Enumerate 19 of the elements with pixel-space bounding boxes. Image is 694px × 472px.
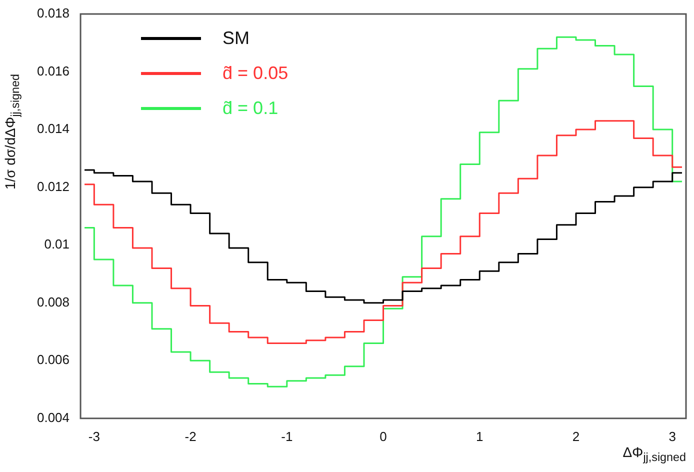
x-tick-label: -3 [88, 428, 100, 444]
x-tick-label: 1 [476, 428, 484, 444]
y-tick-label: 0.016 [36, 63, 70, 78]
legend-label: SM [222, 28, 250, 49]
x-tick-label: 2 [572, 428, 580, 444]
x-tick-label: -1 [281, 428, 293, 444]
legend-label: d̃ = 0.1 [222, 98, 278, 119]
y-tick-label: 0.012 [36, 178, 70, 194]
x-axis-title: ΔΦ$_{jj,signed}$ [622, 444, 686, 464]
y-tick-label: 0.01 [44, 236, 70, 252]
x-tick-label: 3 [668, 428, 676, 444]
x-tick-label: -2 [184, 428, 196, 444]
y-tick-label: 0.018 [36, 6, 70, 21]
legend-label: d̃ = 0.05 [222, 63, 288, 84]
y-tick-label: 0.006 [36, 352, 70, 368]
x-tick-label: 0 [380, 428, 387, 444]
y-tick-label: 0.014 [36, 121, 70, 136]
y-tick-label: 0.008 [36, 294, 70, 310]
y-tick-label: 0.004 [36, 410, 70, 425]
